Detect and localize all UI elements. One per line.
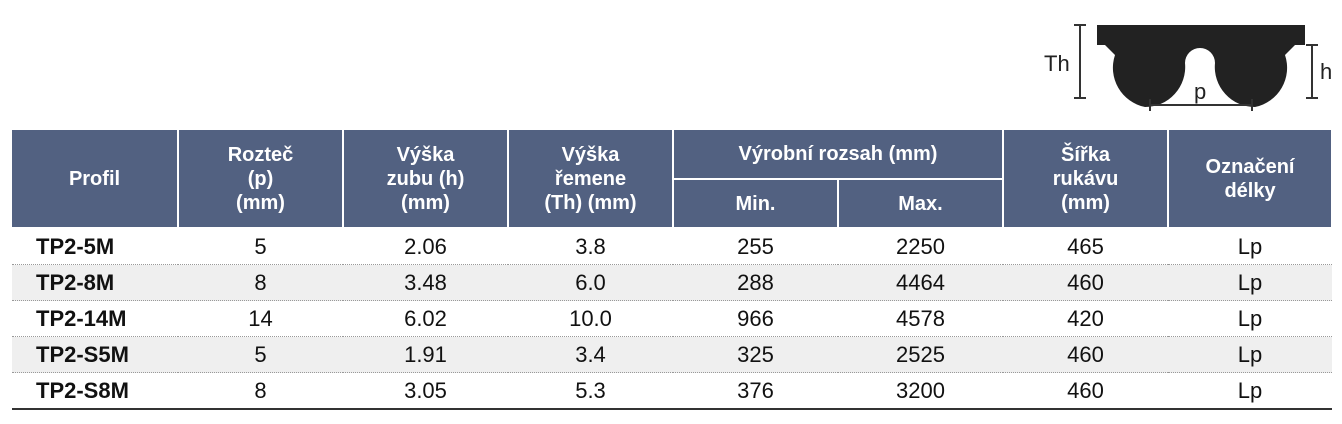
table-cell: 4578 — [838, 300, 1004, 337]
table-row: TP2-8M 8 3.48 6.0 288 4464 460 Lp — [12, 264, 1333, 301]
table-cell: 1.91 — [343, 336, 508, 373]
header-text: (mm) — [1061, 191, 1110, 214]
table-cell: 288 — [673, 264, 838, 301]
header-text: řemene — [554, 167, 627, 190]
table-cell: 8 — [178, 372, 343, 410]
belt-profile — [1097, 25, 1305, 108]
table-row: TP2-S5M 5 1.91 3.4 325 2525 460 Lp — [12, 336, 1333, 373]
header-text: (mm) — [236, 191, 285, 214]
header-cell: Výška řemene (Th) (mm) — [507, 128, 674, 229]
header-cell: Min. — [672, 178, 839, 229]
table-cell: 6.0 — [508, 264, 673, 301]
table-cell: 10.0 — [508, 300, 673, 337]
header-cell: Max. — [836, 178, 1005, 229]
table-cell: 325 — [673, 336, 838, 373]
table-cell: 3.05 — [343, 372, 508, 410]
header-text: Profil — [68, 167, 121, 190]
table-header: Profil Rozteč (p) (mm) Výška zubu (h) (mm) Výšk… — [12, 128, 1334, 229]
belt-diagram: Th h p — [1044, 24, 1332, 111]
label: Th — [1044, 51, 1070, 76]
header-text: Šířka — [1061, 143, 1110, 166]
label: h — [1320, 59, 1332, 84]
table-cell: 6.02 — [343, 300, 508, 337]
header-row: Profil Rozteč (p) (mm) Výška zubu (h) (mm) Výšk… — [12, 128, 1334, 229]
header-text: Výrobní rozsah (mm) — [738, 143, 938, 165]
table-cell: Lp — [1168, 264, 1333, 301]
header-cell: Výška zubu (h) (mm) — [342, 128, 509, 229]
table-row: TP2-14M 14 6.02 10.0 966 4578 420 Lp — [12, 300, 1333, 337]
header-text: zubu (h) — [386, 167, 465, 190]
table-cell: 14 — [178, 300, 343, 337]
table-cell: Lp — [1168, 228, 1333, 265]
table-cell: Lp — [1168, 372, 1333, 410]
header-text: (Th) (mm) — [544, 191, 637, 214]
label: p — [1194, 79, 1206, 104]
spec-table: Profil Rozteč (p) (mm) Výška zubu (h) (mm) Výšk… — [12, 128, 1334, 410]
table-cell: 5 — [178, 228, 343, 265]
header-text: Výška — [396, 143, 455, 166]
table-cell: TP2-14M — [12, 300, 178, 337]
table-cell: 376 — [673, 372, 838, 410]
dimension-lines — [1074, 24, 1318, 111]
table-cell: 2.06 — [343, 228, 508, 265]
header-text: délky — [1224, 179, 1276, 202]
table-cell: 5.3 — [508, 372, 673, 410]
table-cell: 2250 — [838, 228, 1004, 265]
table-cell: TP2-S5M — [12, 336, 178, 373]
table-cell: 3.48 — [343, 264, 508, 301]
table-cell: 465 — [1003, 228, 1169, 265]
header-cell: Označení délky — [1167, 128, 1334, 229]
header-cell: Profil — [12, 128, 179, 229]
table-cell: Lp — [1168, 300, 1333, 337]
header-text: (p) — [247, 167, 274, 190]
table-cell: TP2-S8M — [12, 372, 178, 410]
table-cell: 8 — [178, 264, 343, 301]
table-cell: Lp — [1168, 336, 1333, 373]
table-row: TP2-5M 5 2.06 3.8 255 2250 465 Lp — [12, 228, 1333, 265]
table-cell: TP2-5M — [12, 228, 178, 265]
table-cell: 255 — [673, 228, 838, 265]
header-cell: Výrobní rozsah (mm) — [671, 128, 1005, 180]
table-cell: 3.8 — [508, 228, 673, 265]
header-text: rukávu — [1052, 167, 1119, 190]
table-row: TP2-S8M 8 3.05 5.3 376 3200 460 Lp — [12, 372, 1333, 410]
table-cell: 420 — [1003, 300, 1169, 337]
table-cell: 4464 — [838, 264, 1004, 301]
table-cell: 460 — [1003, 264, 1169, 301]
table-body: TP2-5M 5 2.06 3.8 255 2250 465 Lp TP2-8M 8 3.48 6.0… — [12, 228, 1333, 410]
table-cell: 966 — [673, 300, 838, 337]
header-text: (mm) — [401, 191, 450, 214]
header-text: Výška — [561, 143, 620, 166]
header-row: Min. Max. — [12, 178, 1332, 229]
table-cell: 2525 — [838, 336, 1004, 373]
table-cell: 3200 — [838, 372, 1004, 410]
table-cell: 5 — [178, 336, 343, 373]
header-text: Rozteč — [227, 143, 294, 166]
table-cell: 460 — [1003, 372, 1169, 410]
header-cell: Šířka rukávu (mm) — [1002, 128, 1170, 229]
table-cell: TP2-8M — [12, 264, 178, 301]
header-text: Označení — [1205, 155, 1295, 178]
table-cell: 3.4 — [508, 336, 673, 373]
header-cell: Rozteč (p) (mm) — [177, 128, 344, 229]
table-cell: 460 — [1003, 336, 1169, 373]
